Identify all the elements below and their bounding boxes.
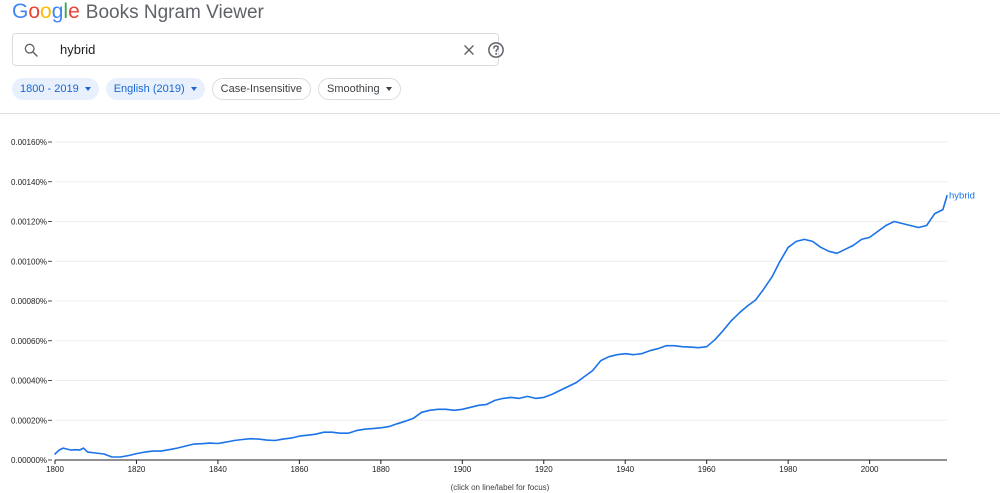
chevron-down-icon (84, 87, 91, 91)
year-range-label: 1800 - 2019 (20, 83, 79, 95)
y-tick-label: 0.00160% (11, 138, 47, 147)
chevron-down-icon (190, 87, 197, 91)
series-label[interactable]: hybrid (949, 191, 975, 202)
logo-letter: l (63, 0, 69, 23)
x-tick-label: 1920 (535, 465, 553, 474)
search-input[interactable]: hybrid (60, 42, 96, 57)
logo-letter: o (40, 0, 52, 23)
y-tick-label: 0.00100% (11, 257, 47, 266)
app-logo[interactable]: Google Books Ngram Viewer (12, 0, 264, 24)
chevron-down-icon (385, 87, 392, 91)
google-logo: Google (12, 0, 80, 24)
close-icon[interactable] (462, 43, 476, 57)
logo-letter: e (68, 0, 80, 23)
case-insensitive-label: Case-Insensitive (220, 83, 302, 95)
search-icon[interactable] (23, 42, 39, 58)
y-tick-label: 0.00080% (11, 297, 47, 306)
corpus-dropdown[interactable]: English (2019) (105, 78, 205, 100)
y-tick-label: 0.00120% (11, 218, 47, 227)
x-tick-label: 1840 (209, 465, 227, 474)
x-tick-label: 1960 (698, 465, 716, 474)
x-tick-label: 1900 (453, 465, 471, 474)
case-insensitive-toggle[interactable]: Case-Insensitive (211, 78, 311, 100)
header-divider (0, 113, 1000, 114)
help-icon[interactable] (487, 41, 505, 59)
x-tick-label: 1880 (372, 465, 390, 474)
logo-letter: g (51, 0, 64, 23)
x-tick-label: 1940 (616, 465, 634, 474)
corpus-label: English (2019) (113, 83, 185, 95)
y-tick-label: 0.00000% (11, 456, 47, 465)
y-tick-label: 0.00020% (11, 416, 47, 425)
app-title: Books Ngram Viewer (85, 2, 264, 23)
year-range-dropdown[interactable]: 1800 - 2019 (12, 78, 99, 100)
x-tick-label: 1800 (46, 465, 64, 474)
filter-bar: 1800 - 2019 English (2019) Case-Insensit… (12, 78, 401, 100)
y-tick-label: 0.00040% (11, 377, 47, 386)
x-tick-label: 2000 (861, 465, 879, 474)
x-tick-label: 1860 (290, 465, 308, 474)
smoothing-label: Smoothing (326, 83, 380, 95)
y-tick-label: 0.00140% (11, 178, 47, 187)
smoothing-dropdown[interactable]: Smoothing (317, 78, 401, 100)
y-tick-label: 0.00060% (11, 337, 47, 346)
logo-letter: G (12, 0, 29, 23)
logo-letter: o (28, 0, 41, 23)
chart-footnote: (click on line/label for focus) (450, 483, 550, 492)
x-tick-label: 1820 (128, 465, 146, 474)
x-tick-label: 1980 (779, 465, 797, 474)
series-line[interactable] (54, 194, 948, 458)
search-box[interactable]: hybrid (12, 33, 504, 66)
